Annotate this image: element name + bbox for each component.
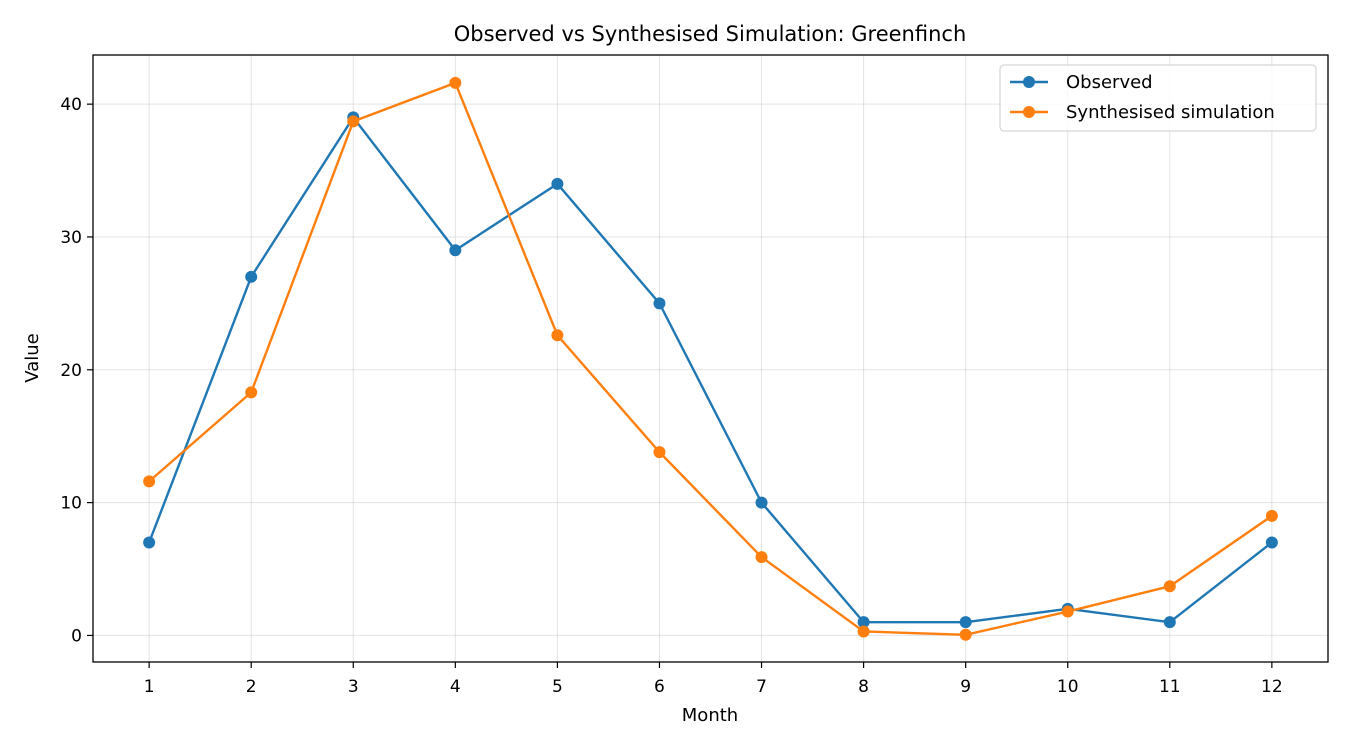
data-point-observed bbox=[857, 616, 870, 629]
data-point-simulation bbox=[551, 329, 564, 342]
data-point-simulation bbox=[959, 628, 972, 641]
x-tick-label: 7 bbox=[756, 677, 767, 697]
legend-box bbox=[999, 64, 1317, 132]
series-line-simulation bbox=[148, 81, 1273, 636]
legend: Observed Synthesised simulation bbox=[999, 64, 1317, 132]
legend-label-observed: Observed bbox=[1066, 72, 1153, 93]
data-point-simulation bbox=[1061, 605, 1074, 618]
x-tick-label: 9 bbox=[960, 677, 971, 697]
x-tick-label: 4 bbox=[450, 677, 461, 697]
data-point-simulation bbox=[857, 625, 870, 638]
x-tick-label: 2 bbox=[246, 677, 257, 697]
x-tick-label: 8 bbox=[858, 677, 869, 697]
y-axis-label: Value bbox=[22, 333, 43, 382]
data-point-observed bbox=[653, 297, 666, 310]
x-tick-label: 5 bbox=[552, 677, 563, 697]
data-point-simulation bbox=[347, 115, 360, 128]
y-tick-label: 30 bbox=[60, 228, 82, 248]
x-tick-label: 12 bbox=[1261, 677, 1283, 697]
data-point-observed bbox=[143, 536, 156, 549]
x-tick-label: 3 bbox=[348, 677, 359, 697]
y-tick-label: 40 bbox=[60, 95, 82, 115]
data-point-simulation bbox=[449, 76, 462, 89]
x-tick-label: 11 bbox=[1159, 677, 1181, 697]
data-point-observed bbox=[245, 270, 258, 283]
x-tick-label: 10 bbox=[1057, 677, 1079, 697]
data-point-simulation bbox=[653, 446, 666, 459]
x-tick-label: 6 bbox=[654, 677, 665, 697]
data-point-simulation bbox=[1265, 509, 1278, 522]
legend-label-simulation: Synthesised simulation bbox=[1066, 102, 1275, 123]
plot-frame bbox=[92, 54, 1329, 663]
series-layer bbox=[143, 76, 1278, 641]
x-axis-label: Month bbox=[682, 705, 738, 726]
data-point-simulation bbox=[245, 386, 258, 399]
data-point-observed bbox=[1265, 536, 1278, 549]
data-point-simulation bbox=[755, 551, 768, 564]
data-point-observed bbox=[959, 616, 972, 629]
data-point-observed bbox=[551, 177, 564, 190]
y-tick-label: 0 bbox=[71, 626, 82, 646]
chart-title: Observed vs Synthesised Simulation: Gree… bbox=[454, 22, 967, 46]
y-tick-label: 10 bbox=[60, 494, 82, 514]
data-point-simulation bbox=[1163, 580, 1176, 593]
data-point-observed bbox=[449, 244, 462, 257]
data-point-simulation bbox=[143, 475, 156, 488]
data-point-observed bbox=[755, 496, 768, 509]
y-tick-label: 20 bbox=[60, 361, 82, 381]
grid bbox=[93, 55, 1328, 662]
data-point-observed bbox=[1163, 616, 1176, 629]
legend-marker-observed bbox=[1023, 76, 1035, 88]
series-line-observed bbox=[148, 116, 1273, 624]
x-tick-label: 1 bbox=[144, 677, 155, 697]
legend-marker-simulation bbox=[1023, 106, 1035, 118]
